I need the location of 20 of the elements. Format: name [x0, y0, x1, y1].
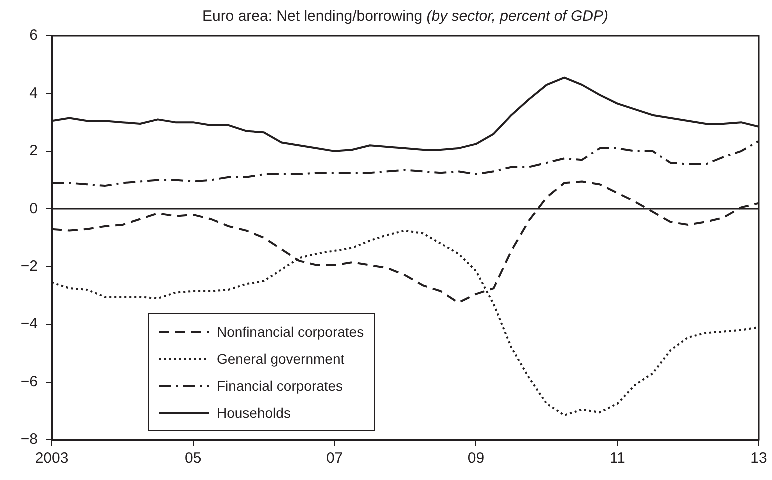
chart-subtitle: (by sector, percent of GDP)	[426, 8, 609, 25]
chart-title: Euro area: Net lending/borrowing	[202, 8, 423, 25]
x-tick-label: 2003	[35, 450, 69, 468]
x-tick-label: 09	[468, 450, 485, 468]
y-tick-label: 6	[30, 27, 38, 44]
y-tick-label: −4	[20, 316, 38, 333]
y-tick-label: 4	[30, 84, 38, 102]
y-tick-label: 0	[30, 200, 38, 218]
x-tick-label: 07	[326, 450, 344, 468]
x-tick-label: 11	[610, 450, 626, 468]
y-tick-label: −2	[20, 258, 38, 275]
y-tick-label: 2	[30, 142, 38, 160]
legend-label: Nonfinancial corporates	[217, 324, 364, 340]
legend-label: Financial corporates	[217, 378, 344, 394]
y-tick-label: −8	[20, 431, 38, 448]
legend-label: General government	[217, 350, 345, 366]
legend-label: Households	[217, 404, 291, 420]
x-tick-label: 13	[750, 450, 768, 468]
y-tick-label: −6	[20, 373, 38, 390]
x-tick-label: 05	[185, 450, 202, 468]
